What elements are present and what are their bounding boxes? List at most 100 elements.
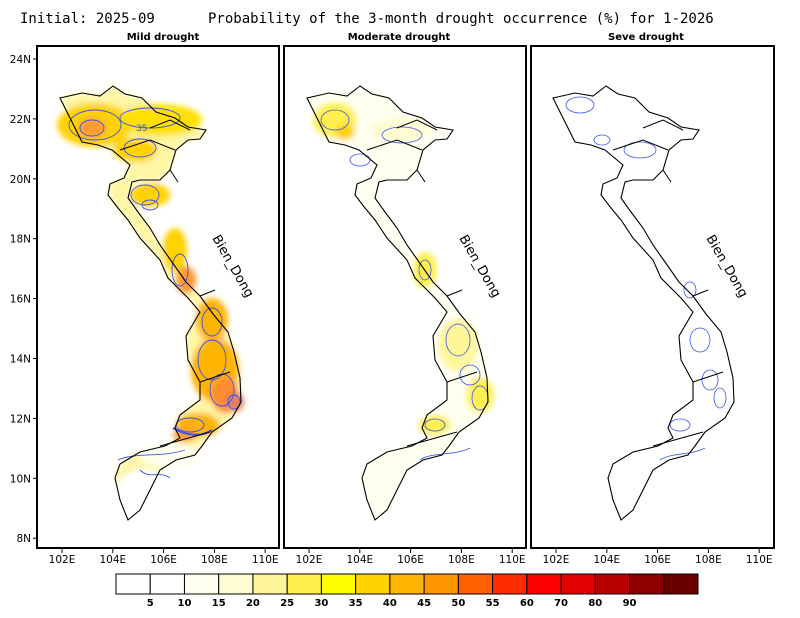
colorbar-swatch: [560, 573, 596, 595]
colorbar-label: 20: [246, 598, 260, 609]
sea-label-mild: Bien_Dong: [209, 233, 257, 301]
lat-tick-label: 20N: [10, 174, 31, 186]
lon-tick-label: 102E: [543, 554, 570, 566]
map-panel-severe: [553, 86, 734, 520]
lon-tick-label: 104E: [593, 554, 620, 566]
lon-tick-label: 104E: [99, 554, 126, 566]
region-boundary: [169, 169, 179, 183]
lon-tick-label: 104E: [346, 554, 373, 566]
panel-frame-mild: [36, 45, 280, 549]
colorbar-label: 30: [314, 598, 328, 609]
figure-title: Probability of the 3-month drought occur…: [208, 11, 714, 27]
lat-tick-label: 14N: [10, 354, 31, 366]
colorbar-swatch: [286, 573, 322, 595]
colorbar-swatch: [663, 573, 699, 595]
vietnam-land: [553, 86, 734, 520]
map-panel-moderate: [307, 86, 494, 520]
colorbar-swatch: [423, 573, 459, 595]
lat-tick-label: 18N: [10, 234, 31, 246]
panel-title-mild: Mild drought: [127, 32, 200, 43]
colorbar-label: 55: [486, 598, 500, 609]
colorbar: 5 10 15 20 25 30 35 40 45 50 55 60 70 80 90: [115, 573, 699, 609]
region-boundary: [662, 169, 672, 183]
colorbar-label: 90: [623, 598, 637, 609]
colorbar-swatch: [629, 573, 665, 595]
contour-lines: [320, 109, 489, 461]
colorbar-swatch: [492, 573, 528, 595]
region-boundary: [366, 139, 423, 151]
panel-frame-moderate: [283, 45, 527, 549]
colorbar-swatch: [320, 573, 357, 595]
region-boundary: [149, 119, 191, 131]
region-boundary: [119, 139, 176, 151]
colorbar-label: 45: [417, 598, 431, 609]
colorbar-label: 70: [554, 598, 568, 609]
lon-tick-label: 106E: [150, 554, 177, 566]
lat-tick-label: 10N: [10, 473, 31, 485]
contour-lines: [565, 96, 727, 461]
region-boundary: [652, 431, 704, 447]
region-boundary: [199, 371, 231, 383]
colorbar-label: 50: [451, 598, 465, 609]
region-boundary: [612, 139, 669, 151]
lon-tick-label: 110E: [499, 554, 526, 566]
colorbar-swatch: [594, 573, 631, 595]
lon-tick-label: 102E: [296, 554, 323, 566]
lon-tick-label: 108E: [695, 554, 722, 566]
lon-tick-label: 108E: [201, 554, 228, 566]
sea-label-severe: Bien_Dong: [703, 233, 751, 301]
colorbar-swatch: [355, 573, 391, 595]
region-boundary: [692, 371, 724, 383]
contour-label: 35: [136, 124, 147, 134]
region-boundary: [446, 371, 478, 383]
colorbar-label: 15: [212, 598, 226, 609]
colorbar-swatch: [218, 573, 254, 595]
coastlines: [59, 85, 735, 521]
sea-label-moderate: Bien_Dong: [456, 233, 504, 301]
region-boundary: [446, 289, 463, 297]
coastline-moderate: [306, 85, 489, 521]
lon-tick-label: 108E: [448, 554, 475, 566]
lat-tick-label: 8N: [16, 533, 31, 545]
lon-tick-label: 110E: [746, 554, 773, 566]
colorbar-label: 10: [178, 598, 192, 609]
colorbar-swatch: [252, 573, 288, 595]
region-boundary: [396, 119, 438, 131]
colorbar-swatch: [389, 573, 425, 595]
coastline-severe: [552, 85, 735, 521]
colorbar-label: 35: [349, 598, 363, 609]
colorbar-label: 40: [383, 598, 397, 609]
panel-title-severe: Seve drought: [608, 32, 684, 43]
colorbar-label: 25: [280, 598, 294, 609]
colorbar-label: 5: [147, 598, 154, 609]
coastline-mild: [59, 85, 242, 521]
probability-shading: [57, 86, 244, 521]
region-boundary: [406, 431, 458, 447]
colorbar-swatch: [183, 573, 220, 595]
colorbar-label: 80: [588, 598, 602, 609]
colorbar-swatch: [115, 573, 151, 595]
lat-tick-label: 24N: [10, 54, 31, 66]
map-panel-mild: 35: [57, 86, 244, 521]
colorbar-swatch: [457, 573, 494, 595]
lat-tick-label: 12N: [10, 413, 31, 425]
colorbar-swatch: [526, 573, 562, 595]
longitude-axis: 102E 104E 106E 108E 110E 102E 104E 106E 108E 110E…: [49, 548, 773, 566]
lat-tick-label: 22N: [10, 114, 31, 126]
probability-shading: [307, 86, 494, 520]
colorbar-label: 60: [520, 598, 534, 609]
panel-title-moderate: Moderate drought: [348, 32, 451, 43]
panel-frame-severe: [530, 45, 775, 549]
initial-date-label: Initial: 2025-09: [20, 11, 155, 27]
latitude-axis: 24N 22N 20N 18N 16N 14N 12N 10N 8N: [10, 54, 37, 545]
region-boundary: [416, 169, 426, 183]
lon-tick-label: 106E: [644, 554, 671, 566]
lon-tick-label: 102E: [49, 554, 76, 566]
region-boundary: [199, 289, 216, 297]
lon-tick-label: 106E: [397, 554, 424, 566]
lon-tick-label: 110E: [252, 554, 279, 566]
region-boundary: [159, 431, 211, 447]
region-boundary: [642, 119, 684, 131]
lat-tick-label: 16N: [10, 294, 31, 306]
